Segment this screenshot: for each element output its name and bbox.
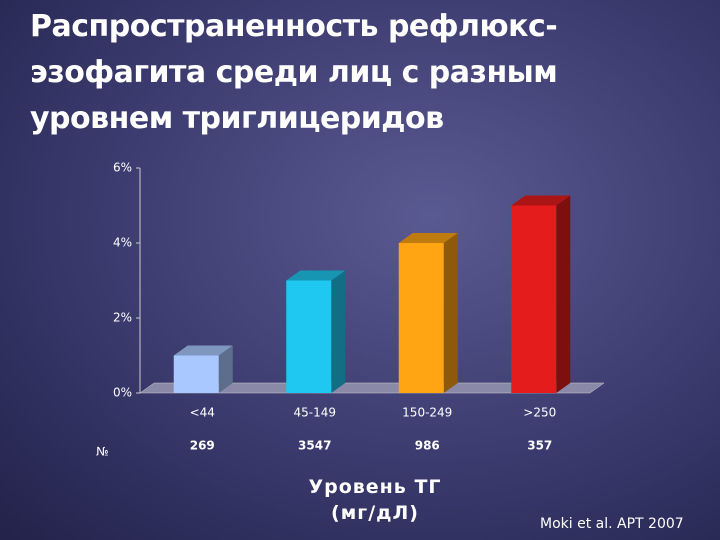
bar	[511, 205, 557, 393]
source: Moki et al. APT 2007	[540, 516, 684, 532]
bar-top	[511, 195, 571, 206]
y-tick-label: 6%	[113, 161, 132, 175]
y-tick-label: 4%	[113, 236, 132, 250]
bar-side	[331, 270, 346, 393]
count-label: 357	[527, 439, 552, 453]
bar-side	[443, 233, 458, 393]
bar	[398, 243, 444, 393]
count-label: 986	[415, 439, 440, 453]
count-label: 3547	[298, 439, 331, 453]
bar-top	[173, 345, 233, 356]
x-tick-label: >250	[523, 406, 556, 420]
bar	[173, 355, 219, 393]
y-tick-label: 0%	[113, 386, 132, 400]
x-tick-label: 45-149	[293, 406, 336, 420]
title: Распространенность рефлюкс-эзофагита сре…	[30, 9, 558, 136]
bar-top	[398, 233, 458, 243]
bar-side	[218, 345, 233, 393]
x-tick-label: <44	[190, 406, 215, 420]
y-tick-label: 2%	[113, 311, 132, 325]
bar-top	[286, 270, 346, 281]
x-axis-title: Уровень ТГ (мг/дЛ)	[308, 476, 442, 524]
count-row-label: №	[96, 445, 108, 459]
x-tick-label: 150-249	[402, 406, 452, 420]
count-label: 269	[190, 439, 215, 453]
bar	[286, 280, 332, 393]
bar-side	[556, 195, 571, 393]
